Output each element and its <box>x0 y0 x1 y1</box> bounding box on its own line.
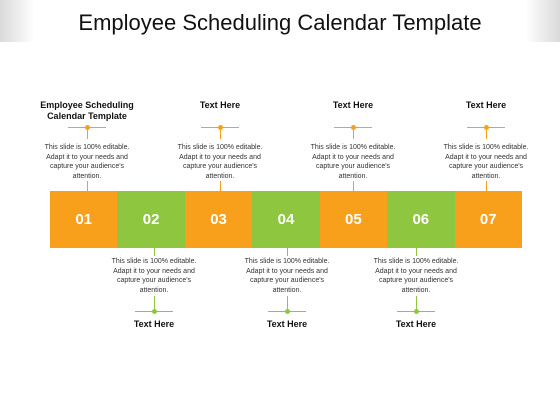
callout-body: This slide is 100% editable. Adapt it to… <box>310 144 396 180</box>
callout-body: This slide is 100% editable. Adapt it to… <box>177 144 263 180</box>
callout-heading: Text Here <box>395 319 437 329</box>
step-number: 04 <box>277 211 295 228</box>
step-number: 01 <box>75 211 93 228</box>
callout-connector <box>220 181 221 191</box>
callout-heading: Employee Scheduling Calendar Template <box>40 100 134 121</box>
callout-body: This slide is 100% editable. Adapt it to… <box>244 258 330 294</box>
callout-connector <box>416 248 417 256</box>
callout-underline <box>397 311 435 312</box>
callout-body: This slide is 100% editable. Adapt it to… <box>443 144 529 180</box>
step-number: 06 <box>412 211 430 228</box>
callout-underline <box>135 311 173 312</box>
step-number: 02 <box>142 211 160 228</box>
top-right-shade <box>526 0 560 42</box>
callout-connector <box>154 248 155 256</box>
callout-connector <box>154 296 155 312</box>
step-number: 07 <box>479 211 497 228</box>
step-number: 03 <box>210 211 227 228</box>
callout-connector <box>353 181 354 191</box>
timeline-bar: 01 02 03 04 05 06 07 <box>50 191 522 248</box>
callout-connector <box>287 248 288 256</box>
step-number: 05 <box>345 211 362 228</box>
step-01: 01 <box>50 191 118 248</box>
top-left-shade <box>0 0 34 42</box>
step-05: 05 <box>319 191 388 248</box>
page-title: Employee Scheduling Calendar Template <box>78 10 482 35</box>
callout-connector <box>220 127 221 139</box>
callout-connector <box>416 296 417 312</box>
callout-connector <box>87 127 88 139</box>
step-02: 02 <box>117 191 185 248</box>
callout-connector <box>353 127 354 139</box>
callout-heading: Text Here <box>266 319 308 329</box>
callout-connector <box>287 296 288 312</box>
callout-body: This slide is 100% editable. Adapt it to… <box>111 258 197 294</box>
callout-body: This slide is 100% editable. Adapt it to… <box>44 144 130 180</box>
callout-connector <box>87 181 88 191</box>
callout-body: This slide is 100% editable. Adapt it to… <box>373 258 459 294</box>
callout-heading: Text Here <box>199 100 241 110</box>
callout-heading: Text Here <box>465 100 507 110</box>
step-06: 06 <box>387 191 455 248</box>
callout-connector <box>486 127 487 139</box>
step-04: 04 <box>252 191 320 248</box>
step-03: 03 <box>184 191 253 248</box>
callout-heading: Text Here <box>332 100 374 110</box>
callout-heading: Text Here <box>133 319 175 329</box>
step-07: 07 <box>454 191 522 248</box>
callout-connector <box>486 181 487 191</box>
callout-underline <box>268 311 306 312</box>
